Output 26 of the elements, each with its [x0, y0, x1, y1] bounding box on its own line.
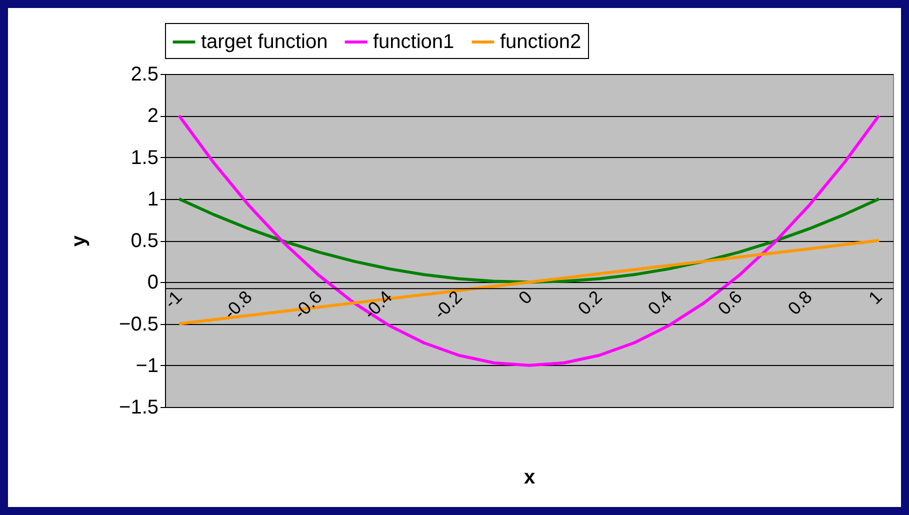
- y-axis-title: y: [68, 234, 90, 247]
- legend-label: target function: [201, 31, 328, 53]
- legend-label: function1: [373, 31, 454, 53]
- y-tick-label: −1.5: [119, 396, 158, 418]
- x-axis-title: x: [524, 466, 536, 488]
- x-tick-label: 0.2: [574, 286, 606, 319]
- y-tick-label: 0: [147, 272, 158, 294]
- y-tick-label: 0.5: [130, 230, 158, 252]
- y-tick-label: −1: [136, 354, 158, 377]
- line-series: [178, 197, 880, 284]
- x-tick-label: 0.4: [644, 286, 676, 319]
- y-tick-label: 2.5: [130, 64, 158, 86]
- x-tick-label: -0.2: [430, 286, 466, 323]
- x-tick-label: -0.6: [290, 286, 326, 323]
- y-tick-label: 1: [147, 188, 158, 210]
- x-tick-label: 0.8: [784, 286, 816, 319]
- legend-label: function2: [500, 31, 582, 53]
- y-tick-label: −0.5: [119, 313, 158, 336]
- x-tick-label: -1: [160, 286, 186, 312]
- x-tick-label: 1: [864, 286, 886, 308]
- y-tick-label: 1.5: [130, 146, 158, 169]
- x-tick-label: 0: [514, 286, 536, 308]
- x-tick-label: -0.4: [360, 286, 396, 323]
- x-tick-label: 0.6: [714, 286, 746, 319]
- y-tick-label: 2: [147, 105, 158, 128]
- x-tick-label: -0.8: [220, 286, 256, 323]
